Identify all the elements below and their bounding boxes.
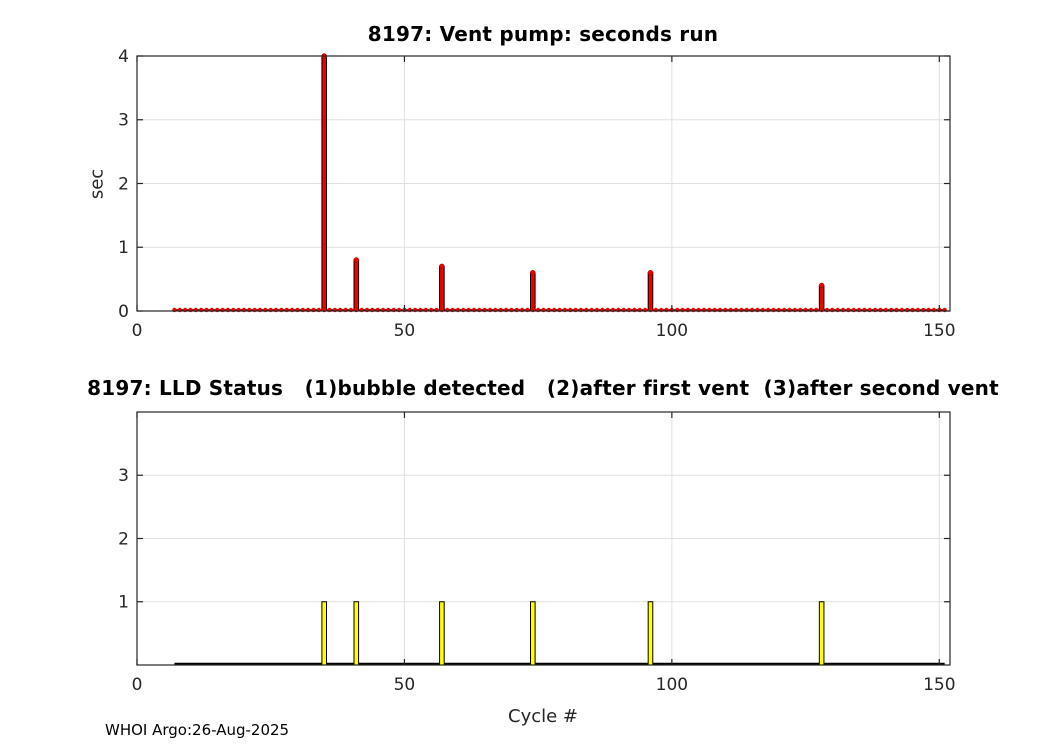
bar-top-marker (818, 282, 825, 289)
y-tick-label: 4 (118, 47, 129, 67)
event-bar (530, 601, 536, 666)
event-bar (530, 272, 536, 312)
cycle-x-axis-label: Cycle # (508, 706, 578, 727)
vent-pump-y-axis-label: sec (86, 168, 108, 200)
y-tick-label: 2 (118, 174, 129, 194)
event-bar (321, 601, 328, 666)
whoi-argo-credit-text: WHOI Argo:26-Aug-2025 (105, 721, 290, 739)
event-bar (647, 272, 654, 312)
x-tick-label: 150 (923, 321, 955, 341)
y-tick-label: 0 (118, 302, 129, 322)
event-bar (439, 601, 445, 666)
x-tick-label: 0 (132, 675, 143, 695)
event-bar (818, 601, 825, 666)
event-bar (353, 259, 360, 312)
bar-top-marker (353, 257, 359, 263)
x-tick-label: 0 (132, 321, 143, 341)
x-tick-label: 100 (656, 321, 688, 341)
y-tick-label: 1 (118, 238, 129, 258)
y-tick-label: 1 (118, 593, 129, 613)
event-bar (647, 601, 654, 666)
x-tick-label: 100 (656, 675, 688, 695)
bar-top-marker (530, 270, 536, 276)
y-tick-label: 2 (118, 529, 129, 549)
event-bar (439, 265, 445, 312)
bar-top-marker (439, 263, 445, 270)
bar-top-marker (647, 270, 654, 276)
vent-pump-chart-title: 8197: Vent pump: seconds run (367, 22, 719, 46)
x-tick-label: 50 (394, 321, 416, 341)
x-tick-label: 50 (394, 675, 416, 695)
y-tick-label: 3 (118, 466, 129, 486)
event-bar (321, 55, 328, 312)
lld-status-chart-title: 8197: LLD Status (1)bubble detected (2)a… (87, 376, 999, 400)
y-tick-label: 3 (118, 111, 129, 131)
event-bar (818, 285, 825, 312)
x-tick-label: 150 (923, 675, 955, 695)
event-bar (353, 601, 360, 666)
